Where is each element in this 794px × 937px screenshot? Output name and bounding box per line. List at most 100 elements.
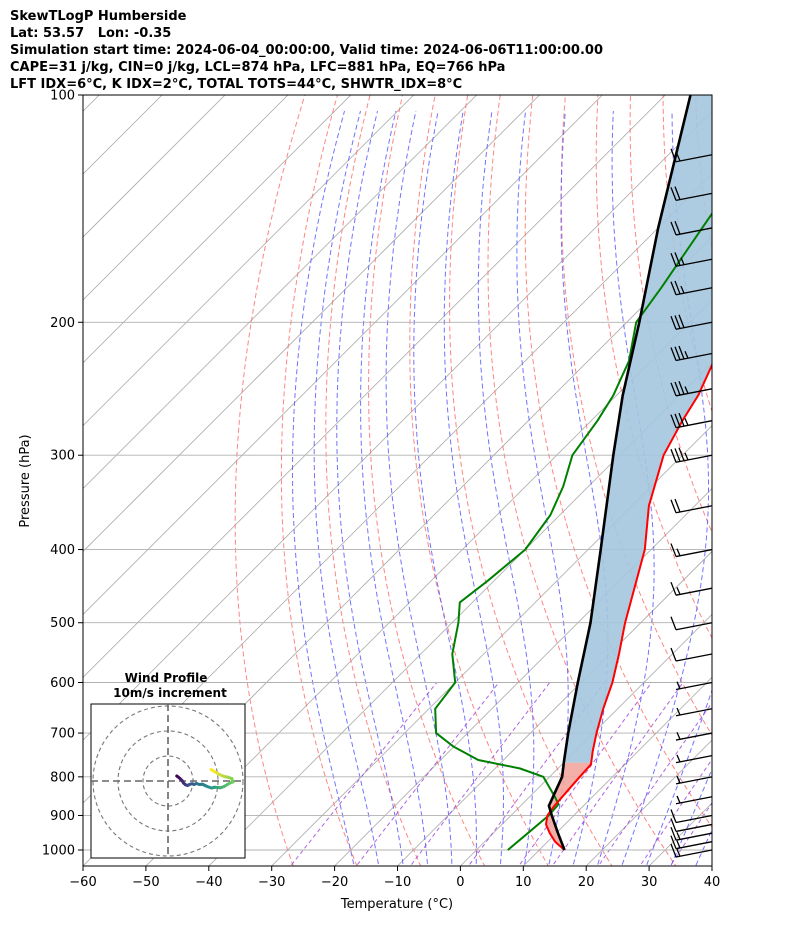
y-tick-label: 900 xyxy=(50,809,75,824)
moist-adiabat-line xyxy=(292,110,355,866)
x-tick-label: 10 xyxy=(515,875,532,890)
isotherm-line xyxy=(83,95,415,427)
wind-barb xyxy=(670,835,713,850)
moist-adiabat-lines xyxy=(292,110,794,880)
wind-barb xyxy=(675,732,713,741)
wind-barb xyxy=(670,280,713,296)
moist-adiabat-line xyxy=(714,111,794,880)
hodograph-inset: Wind Profile 10m/s increment xyxy=(90,671,246,859)
title-location: Lat: 53.57 Lon: -0.35 xyxy=(10,26,172,41)
cin-shading xyxy=(546,762,592,850)
dewpoint-line xyxy=(434,211,712,851)
wind-barb xyxy=(670,843,713,858)
wind-barb xyxy=(675,707,713,717)
mixing-ratio-line xyxy=(518,682,653,866)
dry-adiabat-line xyxy=(726,26,794,882)
mixing-ratio-line xyxy=(289,682,438,866)
isotherm-line xyxy=(145,299,712,866)
dry-adiabat-line xyxy=(629,95,712,534)
x-tick-label: 20 xyxy=(578,875,595,890)
hodograph-subtitle: 10m/s increment xyxy=(113,686,227,700)
isotherm-line xyxy=(83,95,666,678)
moist-adiabat-line xyxy=(413,110,477,866)
title-station: SkewTLogP Humberside xyxy=(10,9,187,24)
x-tick-label: 30 xyxy=(641,875,658,890)
wind-barb xyxy=(670,647,713,662)
dry-adiabat-line xyxy=(325,95,422,866)
wind-barb xyxy=(670,616,713,631)
mixing-ratio-line xyxy=(639,758,712,866)
dry-adiabat-line xyxy=(368,95,486,866)
wind-barb xyxy=(670,148,713,163)
isotherm-line xyxy=(83,95,541,553)
dry-adiabat-line xyxy=(524,95,712,829)
y-tick-label: 800 xyxy=(50,770,75,785)
isotherm-line xyxy=(522,676,712,866)
wind-barb xyxy=(675,795,713,805)
title-times: Simulation start time: 2024-06-04_00:00:… xyxy=(10,43,603,58)
isotherm-line xyxy=(83,110,712,741)
wind-barb xyxy=(670,818,713,833)
wind-barb xyxy=(675,775,713,785)
y-tick-label: 100 xyxy=(50,89,75,104)
x-tick-label: −50 xyxy=(132,875,159,890)
wind-barb xyxy=(670,581,713,596)
mixing-ratio-line xyxy=(409,682,551,866)
wind-barb xyxy=(670,498,713,514)
x-axis-label: Temperature (°C) xyxy=(340,897,453,912)
dry-adiabat-line xyxy=(757,26,794,882)
moist-adiabat-line xyxy=(645,688,712,866)
wind-barb xyxy=(670,252,713,267)
x-tick-label: −10 xyxy=(384,875,411,890)
chart-title-block: SkewTLogP Humberside Lat: 53.57 Lon: -0.… xyxy=(10,8,603,93)
y-tick-label: 700 xyxy=(50,727,75,742)
moist-adiabat-line xyxy=(739,111,794,880)
wind-barb xyxy=(670,186,713,202)
wind-barb xyxy=(675,754,713,764)
title-indices-1: CAPE=31 j/kg, CIN=0 j/kg, LCL=874 hPa, L… xyxy=(10,60,506,75)
isotherm-line xyxy=(83,95,226,238)
x-tick-label: 0 xyxy=(456,875,464,890)
y-tick-label: 200 xyxy=(50,316,75,331)
profile-lines xyxy=(434,95,712,851)
dry-adiabat-line xyxy=(409,95,549,866)
wind-barb xyxy=(670,447,713,463)
x-tick-label: 40 xyxy=(704,875,721,890)
isotherm-line xyxy=(83,95,603,615)
hodograph-plot xyxy=(91,704,245,858)
mixing-ratio-line xyxy=(669,802,712,866)
isotherm-line xyxy=(83,95,352,364)
dry-adiabat-line xyxy=(788,26,794,882)
mixing-ratio-line xyxy=(355,682,500,866)
dry-adiabat-line xyxy=(662,95,712,413)
wind-barb xyxy=(670,381,713,397)
moist-adiabat-line xyxy=(385,110,453,866)
x-tick-label: −40 xyxy=(195,875,222,890)
y-axis-label: Pressure (hPa) xyxy=(18,434,33,527)
isotherm-line xyxy=(271,425,712,866)
y-tick-label: 300 xyxy=(50,449,75,464)
y-tick-label: 500 xyxy=(50,616,75,631)
y-axis-ticks: 1000 900 800 700 600 500 400 300 200 100 xyxy=(42,89,83,859)
dry-adiabat-line xyxy=(449,95,613,866)
x-tick-label: −20 xyxy=(321,875,348,890)
isotherm-line xyxy=(83,95,478,490)
x-tick-label: −60 xyxy=(69,875,96,890)
wind-barb xyxy=(670,314,713,330)
isotherm-line xyxy=(83,95,163,175)
wind-barbs xyxy=(670,148,713,858)
parcel-line xyxy=(547,95,692,851)
wind-barb xyxy=(670,412,713,429)
isotherm-line xyxy=(760,22,794,881)
isotherm-line xyxy=(396,550,712,866)
isotherm-line xyxy=(334,488,712,866)
mixing-ratio-line xyxy=(551,682,684,866)
wind-barb xyxy=(670,220,713,236)
y-tick-label: 400 xyxy=(50,543,75,558)
title-indices-2: LFT IDX=6°C, K IDX=2°C, TOTAL TOTS=44°C,… xyxy=(10,77,463,92)
moist-adiabat-line xyxy=(670,767,712,866)
x-axis-ticks: −60 −50 −40 −30 −20 −10 0 10 20 30 40 xyxy=(69,866,720,890)
wind-barb xyxy=(670,543,713,558)
hodograph-trace-segment xyxy=(209,768,216,773)
